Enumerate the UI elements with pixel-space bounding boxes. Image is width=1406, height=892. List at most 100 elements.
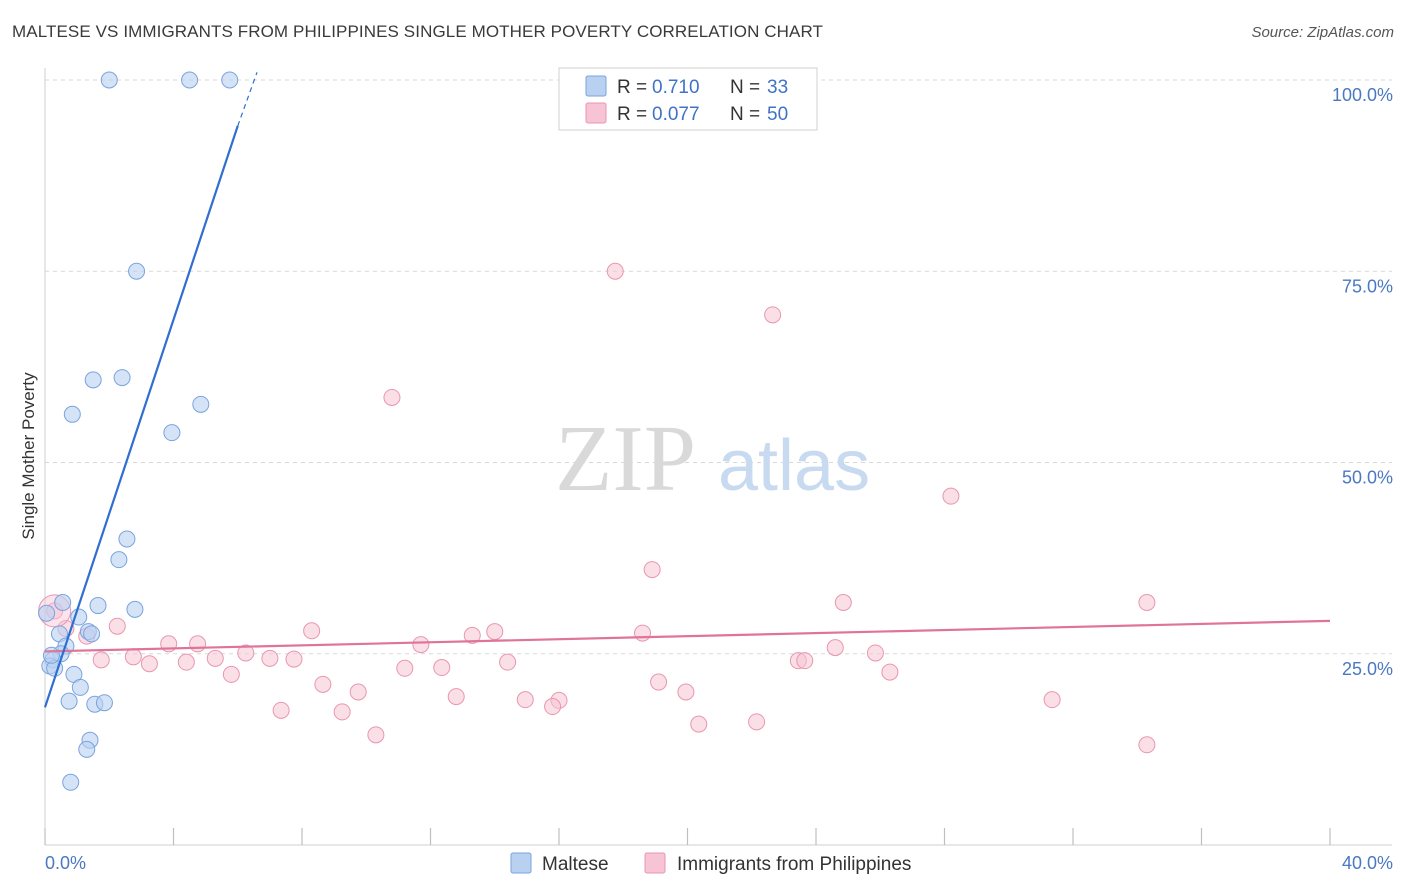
maltese-point bbox=[54, 593, 72, 611]
maltese-point bbox=[100, 71, 118, 89]
philippines-point bbox=[177, 653, 195, 671]
series-legend: Maltese Immigrants from Philippines bbox=[510, 852, 911, 875]
maltese-point bbox=[42, 646, 60, 664]
philippines-point bbox=[206, 649, 224, 667]
bottom-legend-philippines: Immigrants from Philippines bbox=[677, 854, 911, 875]
philippines-point bbox=[866, 644, 884, 662]
legend-swatch-maltese bbox=[585, 75, 607, 97]
maltese-point bbox=[221, 71, 239, 89]
philippines-point bbox=[396, 659, 414, 677]
maltese-point bbox=[181, 71, 199, 89]
philippines-point bbox=[303, 622, 321, 640]
y-axis-label: Single Mother Poverty bbox=[19, 372, 38, 540]
philippines-point bbox=[748, 713, 766, 731]
watermark-atlas: atlas bbox=[718, 426, 870, 506]
maltese-point bbox=[62, 773, 80, 791]
legend-n-value: 33 bbox=[767, 77, 788, 98]
y-tick-label: 75.0% bbox=[1342, 276, 1393, 296]
philippines-point bbox=[764, 306, 782, 324]
philippines-point bbox=[486, 623, 504, 641]
philippines-point bbox=[124, 648, 142, 666]
philippines-point bbox=[1043, 691, 1061, 709]
philippines-point bbox=[463, 626, 481, 644]
axes bbox=[44, 68, 1392, 846]
correlation-legend: R = 0.710 N = 33 R = 0.077 N = 50 bbox=[558, 67, 818, 131]
philippines-point bbox=[1138, 736, 1156, 754]
x-tick-label: 40.0% bbox=[1342, 853, 1393, 873]
legend-n-value: 50 bbox=[767, 104, 788, 125]
philippines-point bbox=[796, 652, 814, 670]
maltese-point bbox=[113, 369, 131, 387]
legend-r-label: R = bbox=[617, 104, 647, 125]
legend-n-label: N = bbox=[730, 77, 760, 98]
philippines-point bbox=[826, 639, 844, 657]
y-tick-label: 100.0% bbox=[1332, 85, 1393, 105]
legend-swatch-philippines bbox=[585, 102, 607, 124]
gridlines bbox=[45, 79, 1392, 655]
philippines-point bbox=[383, 388, 401, 406]
maltese-point bbox=[84, 371, 102, 389]
philippines-point bbox=[634, 624, 652, 642]
y-tick-label: 50.0% bbox=[1342, 468, 1393, 488]
maltese-trendline bbox=[43, 125, 239, 708]
maltese-point bbox=[192, 395, 210, 413]
maltese-point bbox=[71, 678, 89, 696]
philippines-point bbox=[285, 650, 303, 668]
philippines-trendline bbox=[44, 619, 1331, 653]
x-tick-label: 0.0% bbox=[45, 853, 86, 873]
legend-r-value: 0.710 bbox=[652, 77, 700, 98]
watermark: ZIP atlas bbox=[555, 407, 870, 511]
philippines-point bbox=[92, 651, 110, 669]
philippines-point bbox=[677, 683, 695, 701]
maltese-point bbox=[118, 530, 136, 548]
y-axis-ticks: 25.0% 50.0% 75.0% 100.0% bbox=[1332, 85, 1393, 679]
x-axis-ticks: 0.0% 40.0% bbox=[45, 853, 1393, 873]
philippines-point bbox=[643, 561, 661, 579]
legend-r-label: R = bbox=[617, 77, 647, 98]
legend-n-label: N = bbox=[730, 104, 760, 125]
philippines-point bbox=[314, 675, 332, 693]
philippines-point bbox=[349, 683, 367, 701]
philippines-point bbox=[367, 726, 385, 744]
philippines-point bbox=[544, 698, 562, 716]
source-credit: Source: ZipAtlas.com bbox=[1251, 24, 1394, 41]
philippines-point bbox=[881, 663, 899, 681]
bottom-legend-swatch-maltese bbox=[510, 852, 532, 874]
philippines-point bbox=[499, 653, 517, 671]
philippines-point bbox=[834, 593, 852, 611]
philippines-point bbox=[942, 487, 960, 505]
philippines-point bbox=[108, 617, 126, 635]
philippines-point bbox=[1138, 593, 1156, 611]
philippines-point bbox=[690, 715, 708, 733]
philippines-point bbox=[261, 649, 279, 667]
chart-title: MALTESE VS IMMIGRANTS FROM PHILIPPINES S… bbox=[12, 22, 824, 41]
philippines-point bbox=[333, 703, 351, 721]
y-tick-label: 25.0% bbox=[1342, 659, 1393, 679]
philippines-point bbox=[272, 701, 290, 719]
maltese-point bbox=[60, 692, 78, 710]
watermark-zip: ZIP bbox=[555, 407, 696, 511]
philippines-point bbox=[516, 691, 534, 709]
trendlines bbox=[43, 72, 1331, 708]
maltese-point bbox=[63, 405, 81, 423]
maltese-point bbox=[38, 604, 56, 622]
maltese-point bbox=[126, 600, 144, 618]
maltese-point bbox=[89, 597, 107, 615]
maltese-point bbox=[83, 625, 101, 643]
maltese-point bbox=[110, 551, 128, 569]
philippines-point bbox=[140, 655, 158, 673]
maltese-point bbox=[163, 424, 181, 442]
philippines-point bbox=[189, 635, 207, 653]
bottom-legend-swatch-philippines bbox=[644, 852, 666, 874]
bottom-legend-maltese: Maltese bbox=[542, 854, 609, 875]
philippines-point bbox=[222, 665, 240, 683]
maltese-points bbox=[38, 71, 239, 791]
philippines-point bbox=[447, 688, 465, 706]
philippines-points bbox=[38, 262, 1156, 754]
philippines-point bbox=[412, 636, 430, 654]
maltese-point bbox=[128, 262, 146, 280]
legend-r-value: 0.077 bbox=[652, 104, 700, 125]
philippines-point bbox=[433, 659, 451, 677]
philippines-point bbox=[606, 262, 624, 280]
